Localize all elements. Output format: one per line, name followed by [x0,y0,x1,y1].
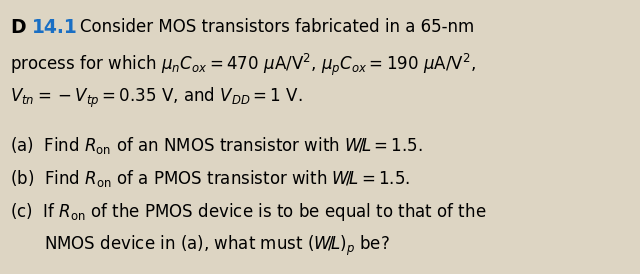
Text: (b)  Find $R_{\mathrm{on}}$ of a PMOS transistor with $W\!/\!L = 1.5$.: (b) Find $R_{\mathrm{on}}$ of a PMOS tra… [10,168,410,189]
Text: Consider MOS transistors fabricated in a 65-nm: Consider MOS transistors fabricated in a… [80,18,474,36]
Text: 14.1: 14.1 [32,18,77,37]
Text: process for which $\mu_n C_{ox} = 470\ \mu\mathrm{A/V}^2$, $\mu_p C_{ox} = 190\ : process for which $\mu_n C_{ox} = 470\ \… [10,52,476,78]
Text: $V_{tn} = -V_{tp} = 0.35\ \mathrm{V}$, and $V_{DD} = 1\ \mathrm{V}$.: $V_{tn} = -V_{tp} = 0.35\ \mathrm{V}$, a… [10,86,303,110]
Text: NMOS device in (a), what must $(W\!/\!L)_p$ be?: NMOS device in (a), what must $(W\!/\!L)… [44,234,390,258]
Text: D: D [10,18,26,37]
Text: (a)  Find $R_{\mathrm{on}}$ of an NMOS transistor with $W\!/\!L = 1.5$.: (a) Find $R_{\mathrm{on}}$ of an NMOS tr… [10,135,423,156]
Text: (c)  If $R_{\mathrm{on}}$ of the PMOS device is to be equal to that of the: (c) If $R_{\mathrm{on}}$ of the PMOS dev… [10,201,486,223]
